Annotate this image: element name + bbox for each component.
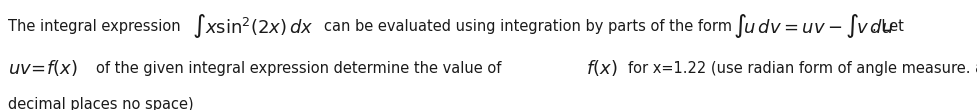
- Text: of the given integral expression determine the value of: of the given integral expression determi…: [96, 61, 501, 76]
- Text: can be evaluated using integration by parts of the form: can be evaluated using integration by pa…: [324, 19, 733, 34]
- Text: . Let: . Let: [872, 19, 905, 34]
- Text: for x=1.22 (use radian form of angle measure. answer in 2: for x=1.22 (use radian form of angle mea…: [628, 61, 977, 76]
- Text: $f(x)$: $f(x)$: [586, 58, 617, 78]
- Text: $\int\! u\,dv = uv - \int\! v\,du$: $\int\! u\,dv = uv - \int\! v\,du$: [733, 12, 894, 40]
- Text: $uv\!=\!f(x)$: $uv\!=\!f(x)$: [8, 58, 77, 78]
- Text: decimal places no space): decimal places no space): [8, 97, 193, 110]
- Text: $\int x\sin^{2}\!(2x)\,dx$: $\int x\sin^{2}\!(2x)\,dx$: [192, 12, 315, 40]
- Text: The integral expression: The integral expression: [8, 19, 185, 34]
